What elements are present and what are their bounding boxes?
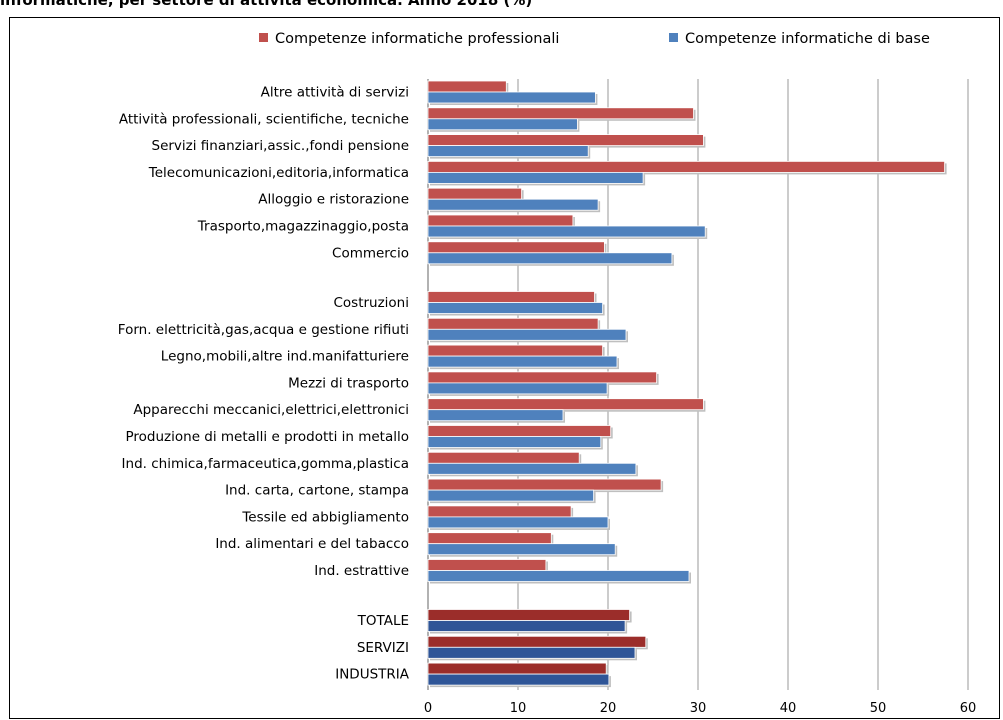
bar-professionali-trasporto-magazzinaggio-posta <box>427 214 574 227</box>
x-tick-labels: 0 10 20 30 40 50 60 <box>424 701 976 716</box>
bar-base-servizi <box>427 646 636 659</box>
bar-professionali-alloggio-e-ristorazione <box>427 187 522 200</box>
bar-base-ind-alimentari-e-del-tabacco <box>427 543 616 556</box>
bar-base-trasporto-magazzinaggio-posta <box>427 225 706 238</box>
category-label-tessile-ed-abbigliamento: Tessile ed abbigliamento <box>241 509 409 525</box>
bars-layer <box>427 80 947 688</box>
category-label-ind-estrattive: Ind. estrattive <box>314 563 409 579</box>
x-tick-30: 30 <box>690 701 707 716</box>
category-label-ind-carta-cartone-stampa: Ind. carta, cartone, stampa <box>225 483 409 499</box>
bar-base-forn-elettricita-gas-acqua-e-gestione-rifiuti <box>427 328 627 341</box>
bar-base-telecomunicazioni-editoria-informatica <box>427 171 644 184</box>
category-labels: Altre attività di servizi Attività profes… <box>118 85 410 683</box>
category-label-altre-attivita-di-servizi: Altre attività di servizi <box>261 85 409 101</box>
x-tick-50: 50 <box>870 701 887 716</box>
bar-base-alloggio-e-ristorazione <box>427 198 599 211</box>
bar-base-industria <box>427 673 610 686</box>
bar-base-costruzioni <box>427 302 604 314</box>
bar-professionali-altre-attivita-di-servizi <box>427 80 507 93</box>
bar-base-ind-estrattive <box>427 570 690 582</box>
legend-swatch-base <box>669 33 678 42</box>
bar-base-legno-mobili-altre-ind-manifatturiere <box>427 355 618 368</box>
bar-professionali-telecomunicazioni-editoria-informatica <box>427 160 945 173</box>
bar-professionali-forn-elettricita-gas-acqua-e-gestione-rifiuti <box>427 317 599 330</box>
bar-professionali-ind-carta-cartone-stampa <box>427 478 662 491</box>
category-label-servizi: SERVIZI <box>357 640 409 656</box>
bar-base-commercio <box>427 252 673 265</box>
bar-base-servizi-finanziari-assic-fondi-pensione <box>427 145 589 158</box>
bar-professionali-ind-alimentari-e-del-tabacco <box>427 532 552 545</box>
category-label-servizi-finanziari-assic-fondi-pensione: Servizi finanziari,assic.,fondi pensione <box>152 138 410 154</box>
category-label-totale: TOTALE <box>357 613 409 629</box>
bar-base-ind-chimica-farmaceutica-gomma-plastica <box>427 462 637 475</box>
category-label-forn-elettricita-gas-acqua-e-gestione-rifiuti: Forn. elettricità,gas,acqua e gestione r… <box>118 322 409 338</box>
category-label-ind-alimentari-e-del-tabacco: Ind. alimentari e del tabacco <box>215 536 409 552</box>
bar-base-totale <box>427 620 626 632</box>
x-tick-20: 20 <box>600 701 617 716</box>
category-label-trasporto-magazzinaggio-posta: Trasporto,magazzinaggio,posta <box>197 219 409 235</box>
bar-professionali-tessile-ed-abbigliamento <box>427 505 572 518</box>
bar-base-tessile-ed-abbigliamento <box>427 516 609 529</box>
bar-professionali-ind-chimica-farmaceutica-gomma-plastica <box>427 451 580 464</box>
bar-professionali-ind-estrattive <box>427 559 547 571</box>
bar-professionali-servizi-finanziari-assic-fondi-pensione <box>427 134 704 147</box>
chart-title: informatiche, per settore di attività ec… <box>0 0 533 9</box>
bar-base-attivita-professionali-scientifiche-tecniche <box>427 118 578 131</box>
category-label-alloggio-e-ristorazione: Alloggio e ristorazione <box>258 192 409 208</box>
bar-base-produzione-di-metalli-e-prodotti-in-metallo <box>427 436 602 448</box>
category-label-legno-mobili-altre-ind-manifatturiere: Legno,mobili,altre ind.manifatturiere <box>161 349 409 365</box>
bar-professionali-mezzi-di-trasporto <box>427 371 658 384</box>
category-label-attivita-professionali-scientifiche-tecniche: Attività professionali, scientifiche, te… <box>119 111 409 127</box>
category-label-ind-chimica-farmaceutica-gomma-plastica: Ind. chimica,farmaceutica,gomma,plastica <box>122 456 409 472</box>
category-label-apparecchi-meccanici-elettrici-elettronici: Apparecchi meccanici,elettrici,elettroni… <box>133 402 409 418</box>
bar-base-mezzi-di-trasporto <box>427 382 608 395</box>
legend: Competenze informatiche professionali Com… <box>259 31 930 47</box>
bar-professionali-commercio <box>427 241 605 254</box>
bar-professionali-servizi <box>427 635 647 648</box>
bar-base-ind-carta-cartone-stampa <box>427 489 595 502</box>
bar-professionali-costruzioni <box>427 291 595 303</box>
bar-professionali-totale <box>427 609 631 621</box>
category-label-commercio: Commercio <box>332 245 409 261</box>
bar-base-apparecchi-meccanici-elettrici-elettronici <box>427 409 564 422</box>
category-label-telecomunicazioni-editoria-informatica: Telecomunicazioni,editoria,informatica <box>148 165 409 181</box>
x-tick-0: 0 <box>424 701 432 716</box>
bar-professionali-industria <box>427 662 607 675</box>
bar-professionali-produzione-di-metalli-e-prodotti-in-metallo <box>427 425 612 437</box>
legend-swatch-professionali <box>259 33 268 42</box>
bar-professionali-legno-mobili-altre-ind-manifatturiere <box>427 344 604 357</box>
legend-label-base: Competenze informatiche di base <box>685 31 930 47</box>
bar-base-altre-attivita-di-servizi <box>427 91 596 104</box>
category-label-produzione-di-metalli-e-prodotti-in-metallo: Produzione di metalli e prodotti in meta… <box>126 429 410 445</box>
category-label-industria: INDUSTRIA <box>335 667 410 683</box>
x-tick-40: 40 <box>780 701 797 716</box>
legend-label-professionali: Competenze informatiche professionali <box>275 31 559 47</box>
x-tick-10: 10 <box>510 701 527 716</box>
bar-professionali-attivita-professionali-scientifiche-tecniche <box>427 107 694 120</box>
category-label-costruzioni: Costruzioni <box>333 295 409 311</box>
category-label-mezzi-di-trasporto: Mezzi di trasporto <box>288 375 409 391</box>
x-tick-60: 60 <box>960 701 977 716</box>
bar-professionali-apparecchi-meccanici-elettrici-elettronici <box>427 398 704 411</box>
